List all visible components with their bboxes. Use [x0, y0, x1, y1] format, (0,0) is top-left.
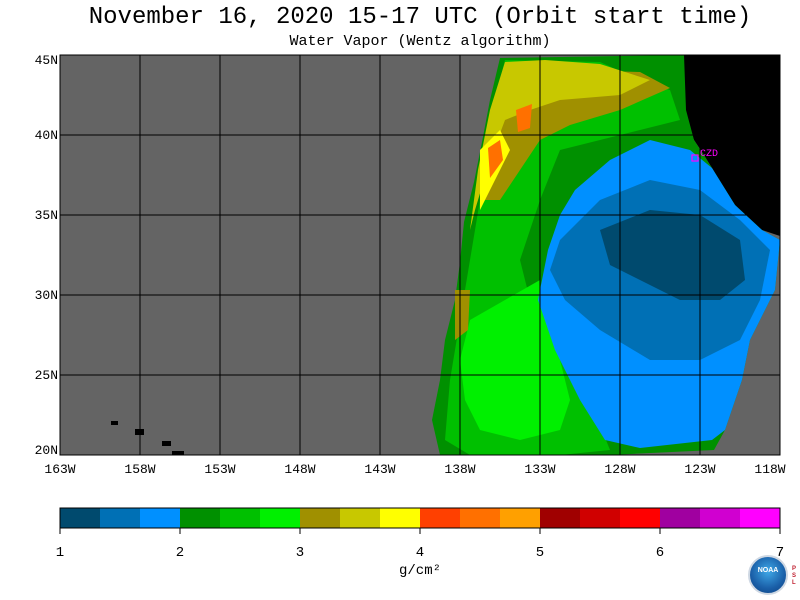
- lon-label-143w: 143W: [364, 462, 396, 477]
- colorbar-units: g/cm²: [398, 563, 441, 579]
- noaa-logo: NOAA: [748, 555, 788, 595]
- colorbar-swatch: [220, 508, 261, 528]
- island-hawaii: [172, 451, 184, 455]
- lon-label-128w: 128W: [604, 462, 636, 477]
- swath-bright-green: [460, 280, 570, 440]
- colorbar-swatch: [300, 508, 341, 528]
- swath-blue-south: [610, 380, 715, 440]
- lat-label-20n: 20N: [34, 443, 58, 458]
- colorbar-label-3: 3: [295, 545, 305, 561]
- chart-subtitle: Water Vapor (Wentz algorithm): [289, 33, 551, 50]
- island-kauai: [111, 421, 118, 425]
- colorbar-label-7: 7: [775, 545, 785, 561]
- swath-orange-2: [516, 104, 532, 132]
- station-marker-czd: CZD: [691, 149, 718, 162]
- psl-letter-s: S: [792, 573, 797, 579]
- lon-label-148w: 148W: [284, 462, 316, 477]
- map-grid: [59, 54, 781, 456]
- lon-label-133w: 133W: [524, 462, 556, 477]
- lat-label-45n: 45N: [34, 53, 58, 68]
- lon-label-123w: 123W: [684, 462, 716, 477]
- colorbar-swatch: [180, 508, 221, 528]
- psl-side-text: P S L: [792, 566, 796, 587]
- colorbar-ticks: [59, 528, 781, 534]
- swath-yellow-green: [470, 60, 650, 230]
- chart-title: November 16, 2020 15-17 UTC (Orbit start…: [88, 4, 752, 31]
- colorbar-swatch: [420, 508, 461, 528]
- colorbar-swatch: [60, 508, 101, 528]
- land-north-america: [684, 55, 780, 236]
- colorbar-swatch: [140, 508, 181, 528]
- lat-label-25n: 25N: [34, 368, 58, 383]
- noaa-logo-text: NOAA: [757, 567, 779, 574]
- colorbar-swatch: [380, 508, 421, 528]
- colorbar-label-6: 6: [655, 545, 665, 561]
- psl-letter-l: L: [792, 580, 796, 586]
- colorbar-label-5: 5: [535, 545, 545, 561]
- colorbar-swatch: [260, 508, 301, 528]
- colorbar-swatch: [340, 508, 381, 528]
- colorbar-swatch: [740, 508, 781, 528]
- lat-label-35n: 35N: [34, 208, 58, 223]
- lon-label-158w: 158W: [124, 462, 156, 477]
- lon-label-118w: 118W: [754, 462, 786, 477]
- colorbar-swatch: [460, 508, 501, 528]
- colorbar-swatch: [620, 508, 661, 528]
- map-field: [60, 55, 780, 455]
- colorbar-swatch: [540, 508, 581, 528]
- lat-label-30n: 30N: [34, 288, 58, 303]
- station-label: CZD: [700, 149, 718, 160]
- swath-dark-blue: [600, 210, 745, 300]
- lat-label-40n: 40N: [34, 128, 58, 143]
- lon-label-138w: 138W: [444, 462, 476, 477]
- colorbar-label-2: 2: [175, 545, 185, 561]
- swath-olive-west: [455, 290, 470, 340]
- colorbar-swatch: [660, 508, 701, 528]
- colorbar-swatch: [580, 508, 621, 528]
- colorbar-swatch: [500, 508, 541, 528]
- colorbar-label-1: 1: [55, 545, 65, 561]
- swath-orange-1: [488, 140, 503, 178]
- lon-label-163w: 163W: [44, 462, 76, 477]
- colorbar-swatch: [100, 508, 141, 528]
- colorbar: [60, 508, 781, 528]
- colorbar-label-4: 4: [415, 545, 425, 561]
- lon-label-153w: 153W: [204, 462, 236, 477]
- psl-letter-p: P: [792, 566, 797, 572]
- colorbar-swatch: [700, 508, 741, 528]
- island-maui: [162, 441, 171, 446]
